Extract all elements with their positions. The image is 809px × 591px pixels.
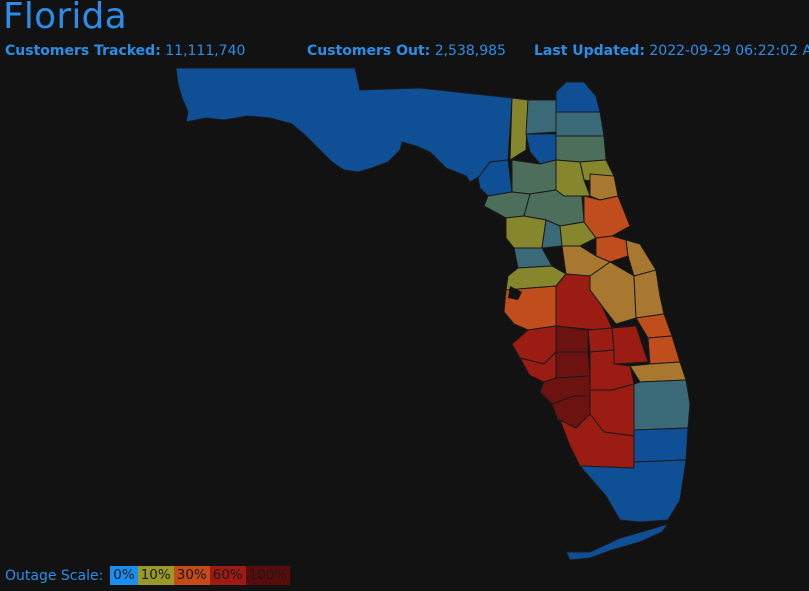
county-region[interactable] xyxy=(647,335,681,365)
county-region[interactable] xyxy=(513,247,553,269)
county-region[interactable] xyxy=(633,269,665,319)
county-region[interactable] xyxy=(483,191,531,219)
county-region[interactable] xyxy=(565,523,669,561)
legend-swatch-30: 30% xyxy=(173,566,210,585)
county-region[interactable] xyxy=(633,427,689,463)
county-region[interactable] xyxy=(525,99,557,135)
county-region[interactable] xyxy=(505,215,547,249)
county-region[interactable] xyxy=(635,313,673,339)
legend-swatch-0: 0% xyxy=(110,566,138,585)
county-region[interactable] xyxy=(633,379,691,431)
stats-bar: Customers Tracked: 11,111,740 Customers … xyxy=(0,43,809,63)
customers-out-value: 2,538,985 xyxy=(434,43,506,59)
outage-scale-label: Outage Scale: xyxy=(5,567,104,584)
legend-swatch-10: 10% xyxy=(137,566,174,585)
page-title: Florida xyxy=(3,0,127,37)
county-region[interactable] xyxy=(579,459,687,523)
last-updated-stat: Last Updated: 2022-09-29 06:22:02 AM xyxy=(534,43,809,59)
county-region[interactable] xyxy=(555,135,607,163)
customers-tracked-label: Customers Tracked: xyxy=(5,43,161,59)
county-region[interactable] xyxy=(555,81,601,113)
customers-tracked-stat: Customers Tracked: 11,111,740 xyxy=(5,43,245,59)
county-region[interactable] xyxy=(511,159,557,195)
county-region[interactable] xyxy=(509,97,529,161)
legend-swatch-100: 100% xyxy=(245,566,291,585)
legend-swatch-60: 60% xyxy=(209,566,246,585)
county-region[interactable] xyxy=(559,221,597,247)
last-updated-value: 2022-09-29 06:22:02 AM xyxy=(649,43,809,59)
county-region[interactable] xyxy=(629,361,687,383)
customers-out-label: Customers Out: xyxy=(307,43,431,59)
county-region[interactable] xyxy=(611,325,649,365)
county-region[interactable] xyxy=(555,351,591,379)
county-region[interactable] xyxy=(525,133,557,165)
county-region[interactable] xyxy=(589,173,619,201)
county-region[interactable] xyxy=(587,327,615,353)
county-region[interactable] xyxy=(175,67,513,183)
customers-out-stat: Customers Out: 2,538,985 xyxy=(307,43,506,59)
outage-scale-legend: Outage Scale: 0% 10% 30% 60% 100% xyxy=(5,566,291,585)
county-region[interactable] xyxy=(625,239,657,277)
county-region[interactable] xyxy=(555,325,589,353)
customers-tracked-value: 11,111,740 xyxy=(165,43,246,59)
county-region[interactable] xyxy=(555,111,605,137)
last-updated-label: Last Updated: xyxy=(534,43,645,59)
